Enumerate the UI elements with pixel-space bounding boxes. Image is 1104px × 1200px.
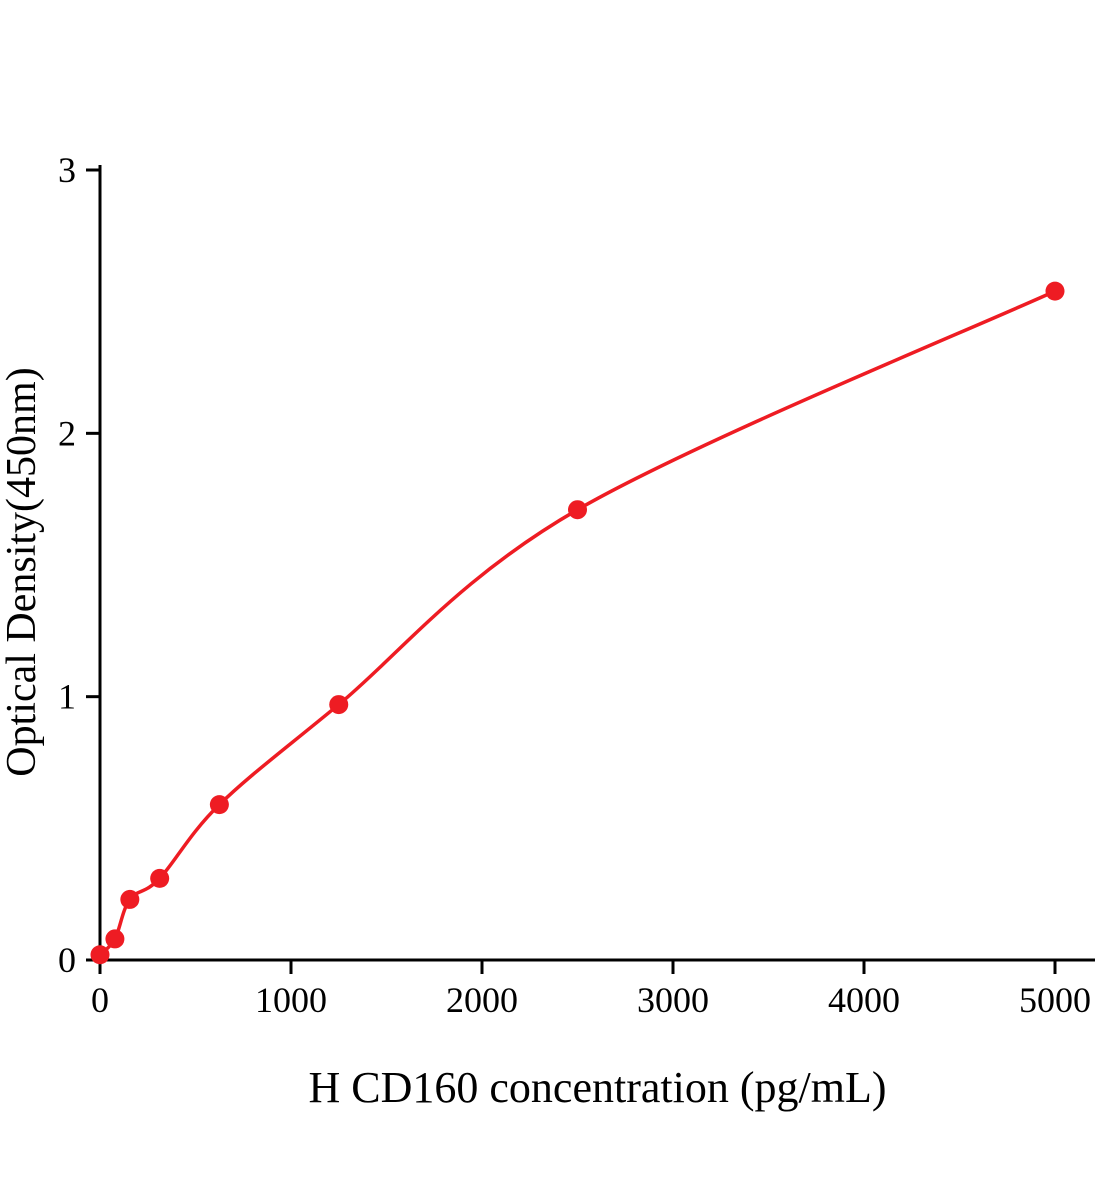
y-tick-label: 2 — [58, 413, 76, 453]
x-tick-label: 3000 — [637, 980, 709, 1020]
data-point — [209, 795, 229, 815]
x-tick-label: 4000 — [828, 980, 900, 1020]
fit-curve — [98, 289, 1056, 957]
data-point — [120, 889, 140, 909]
y-tick-label: 1 — [58, 677, 76, 717]
y-tick-label: 3 — [58, 150, 76, 190]
data-point — [1045, 281, 1065, 301]
y-tick-label: 0 — [58, 940, 76, 980]
x-tick-label: 0 — [91, 980, 109, 1020]
x-tick-label: 5000 — [1019, 980, 1091, 1020]
x-tick-label: 1000 — [255, 980, 327, 1020]
data-point — [105, 929, 125, 949]
x-tick-label: 2000 — [446, 980, 518, 1020]
data-point — [150, 868, 170, 888]
x-axis-title: H CD160 concentration (pg/mL) — [308, 1063, 887, 1112]
data-point — [329, 695, 349, 715]
data-point — [568, 500, 587, 520]
data-point — [90, 945, 110, 965]
y-axis-title: Optical Density(450nm) — [0, 367, 45, 777]
